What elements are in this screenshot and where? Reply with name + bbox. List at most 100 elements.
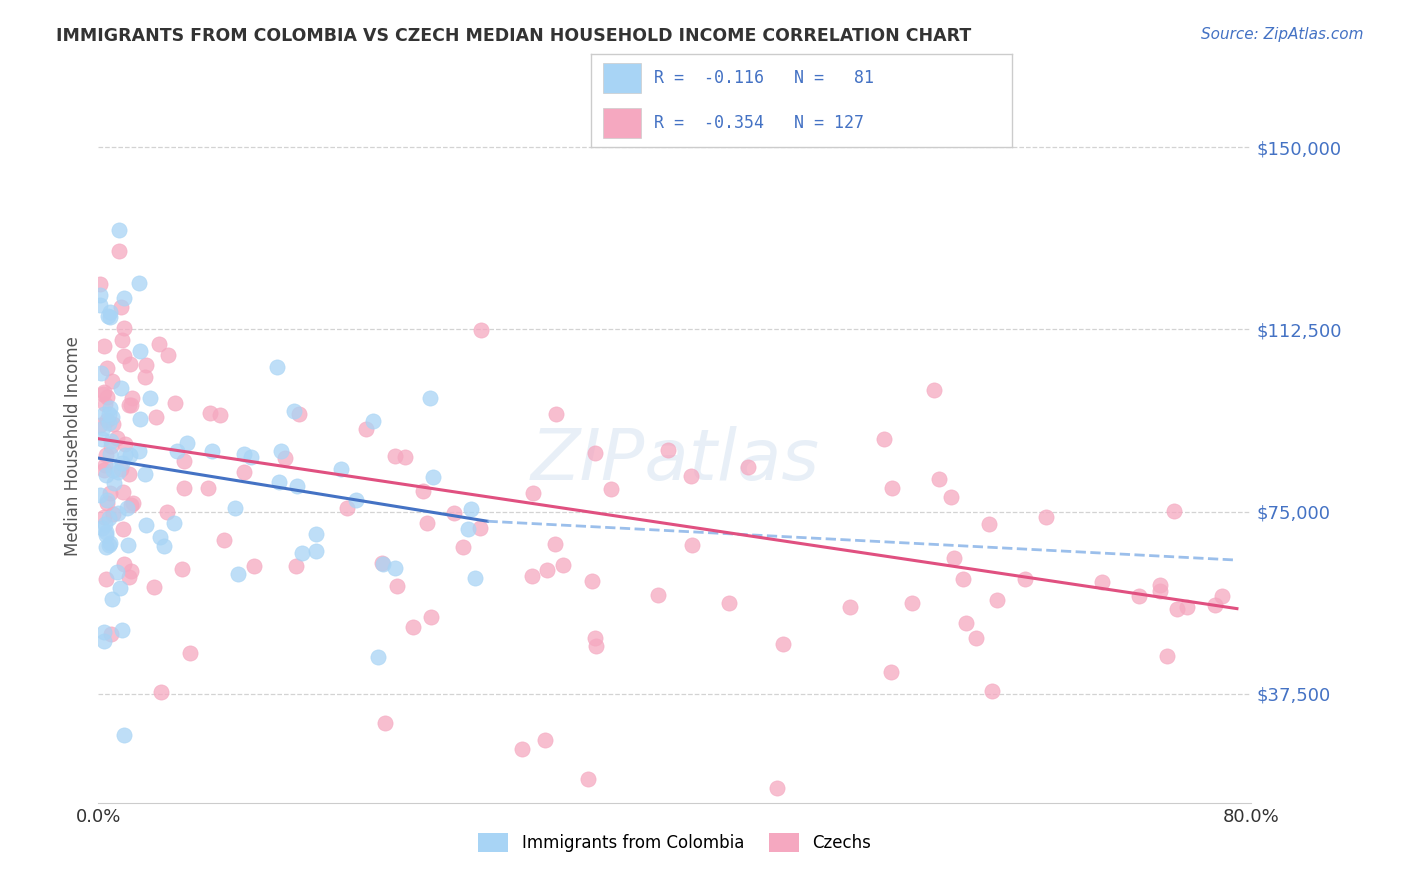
Point [224,501,246,516]
Point [89,417,111,432]
Point [419,609,441,624]
Point [233,447,256,461]
Point [283,403,305,417]
Point [149,685,172,699]
Point [1128,589,1150,603]
Point [110,381,132,395]
Point [163,516,186,530]
Point [103,476,125,491]
Point [96,361,118,376]
Point [522,486,544,500]
Point [96,573,118,587]
Point [117,538,139,552]
Point [101,591,124,606]
Point [98,486,121,500]
Point [156,348,179,362]
Point [135,358,157,372]
Point [681,538,703,552]
Point [129,344,152,359]
Point [464,571,486,585]
Point [422,470,444,484]
Point [96,496,118,510]
Point [536,563,558,577]
Point [112,291,135,305]
Point [107,506,129,520]
Point [266,360,288,375]
Point [443,506,465,520]
Point [112,349,135,363]
Point [384,449,406,463]
Point [170,562,193,576]
Point [89,488,111,502]
Point [94,397,117,411]
Point [96,524,118,539]
Point [977,516,1000,531]
Point [952,572,974,586]
Point [108,244,131,259]
Bar [603,108,641,138]
Point [100,536,122,550]
Point [1149,583,1171,598]
Text: ZIPatlas: ZIPatlas [530,425,820,495]
Point [112,557,135,571]
Point [1149,578,1171,592]
Point [647,588,669,602]
Point [118,398,141,412]
Point [986,593,1008,607]
Point [153,539,176,553]
Point [367,650,389,665]
Point [142,581,165,595]
Point [880,665,903,679]
Point [114,437,136,451]
Point [208,408,231,422]
Point [89,288,111,302]
Point [373,715,395,730]
Point [766,781,789,796]
Legend: Immigrants from Colombia, Czechs: Immigrants from Colombia, Czechs [472,826,877,859]
Point [90,433,112,447]
Point [305,527,328,541]
Point [200,406,222,420]
Point [179,646,201,660]
Point [93,338,115,352]
Point [155,504,177,518]
Point [93,385,115,400]
Point [173,454,195,468]
Point [94,448,117,462]
Bar [603,63,641,93]
Text: R =  -0.116   N =   81: R = -0.116 N = 81 [654,69,873,87]
Point [96,390,118,404]
Point [120,498,142,512]
Point [120,564,142,578]
Point [583,631,606,645]
Point [356,422,378,436]
Point [111,522,134,536]
Point [101,374,124,388]
Point [96,540,118,554]
Point [583,446,606,460]
Point [681,469,703,483]
Point [939,491,962,505]
Point [111,456,134,470]
Point [98,538,121,552]
Point [166,443,188,458]
Point [371,557,394,571]
Point [96,468,118,483]
Point [176,435,198,450]
Point [121,391,143,405]
Point [101,463,124,477]
Point [304,544,326,558]
Point [96,492,118,507]
Point [93,407,115,421]
Point [118,467,141,482]
Point [416,516,439,530]
Point [233,465,256,479]
Point [100,447,122,461]
Point [148,337,170,351]
Point [98,401,121,415]
Point [402,620,425,634]
Point [451,540,474,554]
Point [96,413,118,427]
Point [101,507,124,521]
Point [772,637,794,651]
